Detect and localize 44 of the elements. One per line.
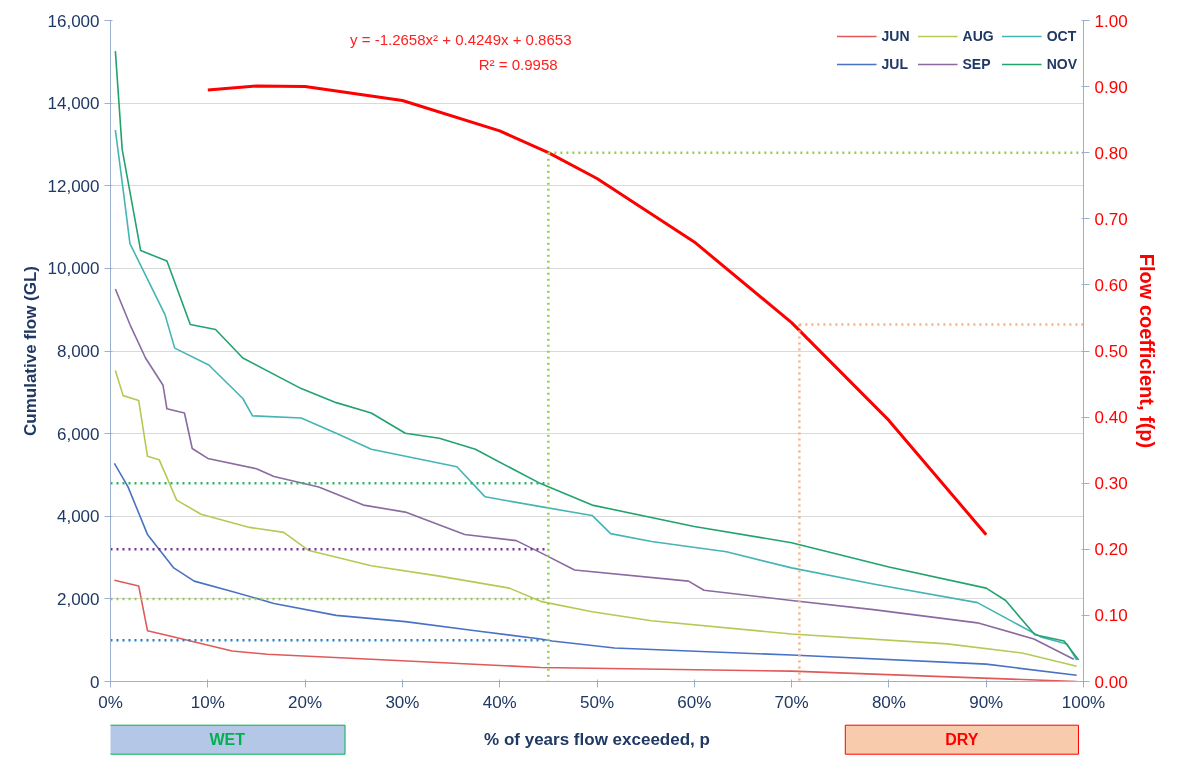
y2-tick-label: 1.00 (1094, 11, 1128, 31)
y2-tick-label: 0.10 (1094, 606, 1128, 626)
legend-label: OCT (1046, 28, 1077, 44)
y2-axis-title: Flow coefficient, f(p) (1135, 253, 1158, 449)
legend-label: SEP (962, 56, 991, 72)
y2-tick-label: 0.60 (1094, 275, 1128, 295)
x-tick-label: 50% (579, 692, 615, 712)
y2-tick-label: 0.40 (1094, 408, 1128, 428)
x-tick-label: 30% (385, 692, 420, 712)
x-tick-label: 100% (1061, 692, 1106, 712)
y-tick-label: 14,000 (47, 94, 100, 114)
y2-tick-label: 0.30 (1094, 474, 1128, 494)
x-axis-title: % of years flow exceeded, p (484, 730, 710, 750)
legend-label: NOV (1046, 56, 1077, 72)
legend-label: JUN (881, 28, 910, 44)
y2-tick-label: 0.00 (1094, 672, 1128, 692)
text: WET (209, 731, 246, 749)
legend-label: JUL (881, 56, 908, 72)
y-tick-label: 0 (90, 672, 100, 692)
y-tick-label: 10,000 (47, 259, 100, 279)
x-tick-label: 70% (774, 692, 809, 712)
y2-tick-label: 0.80 (1094, 143, 1128, 163)
x-tick-label: 40% (482, 692, 517, 712)
x-tick-label: 90% (969, 692, 1004, 712)
y-tick-label: 12,000 (47, 176, 100, 196)
x-tick-label: 80% (871, 692, 906, 712)
y2-tick-label: 0.90 (1094, 77, 1128, 97)
x-tick-label: 20% (288, 692, 323, 712)
text: DRY (945, 731, 979, 749)
y-axis-title: Cumulative flow (GL) (20, 266, 40, 436)
x-tick-label: 0% (98, 692, 123, 712)
y-tick-label: 6,000 (56, 424, 100, 444)
y-tick-label: 2,000 (56, 589, 100, 609)
annotation: R² = 0.9958 (478, 55, 558, 73)
legend-label: AUG (962, 28, 994, 44)
y2-tick-label: 0.70 (1094, 209, 1128, 229)
annotation: y = -1.2658x² + 0.4249x + 0.8653 (350, 30, 572, 48)
y2-tick-label: 0.20 (1094, 540, 1128, 560)
x-tick-label: 10% (190, 692, 225, 712)
y-tick-label: 8,000 (56, 342, 100, 361)
y-tick-label: 4,000 (56, 507, 100, 527)
y-tick-label: 16,000 (47, 11, 100, 31)
x-tick-label: 60% (677, 692, 712, 712)
y2-tick-label: 0.50 (1094, 342, 1128, 361)
